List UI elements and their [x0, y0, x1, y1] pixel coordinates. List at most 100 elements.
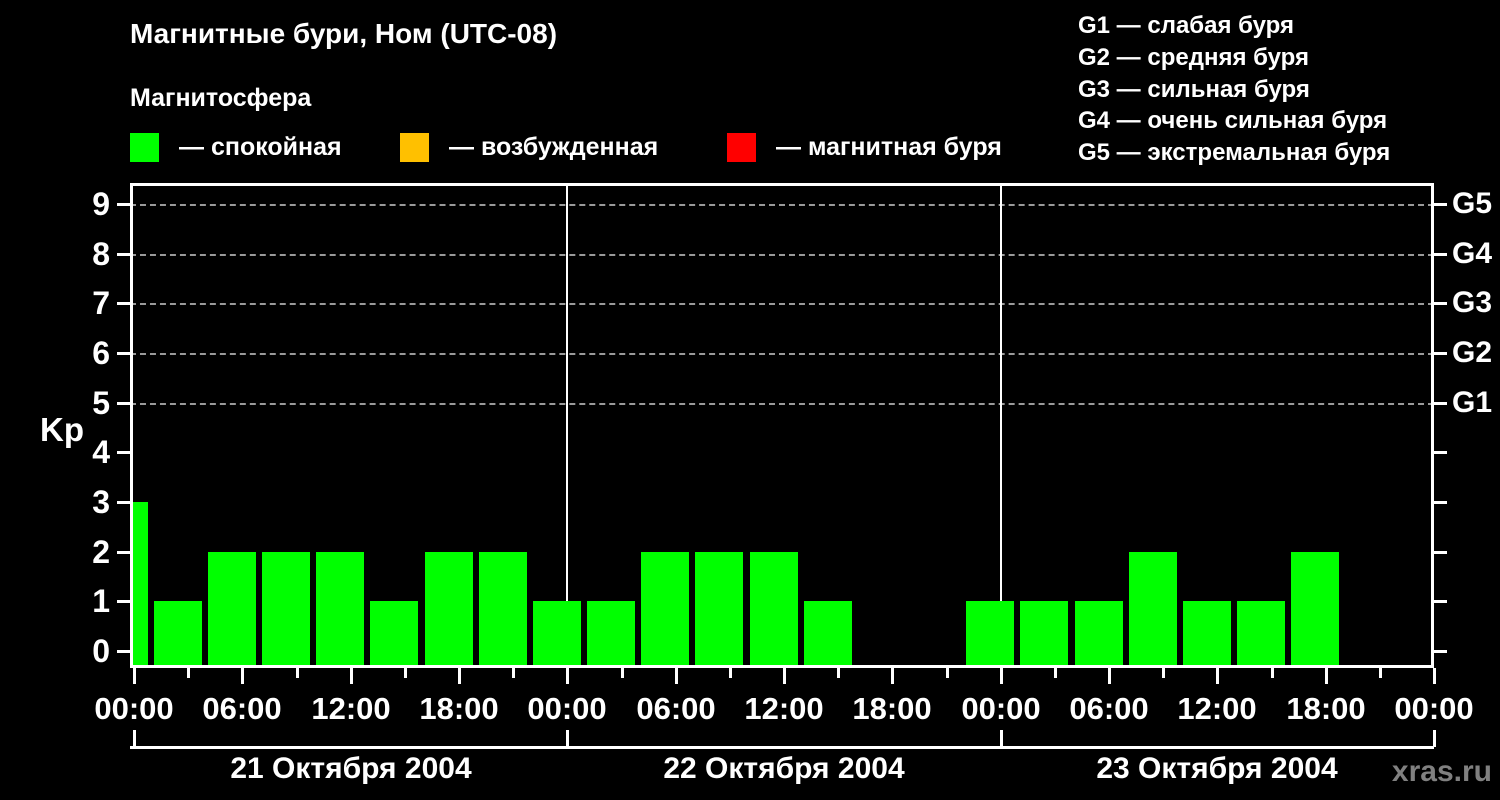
date-bracket-tick	[1433, 730, 1436, 747]
right-axis-tick	[1434, 302, 1447, 305]
x-axis-tick	[1000, 668, 1003, 684]
storm-scale-line: G2 — средняя буря	[1078, 43, 1309, 71]
right-axis-tick	[1434, 451, 1447, 454]
kp-bar	[1237, 601, 1285, 668]
date-bracket-line	[130, 746, 1434, 749]
kp-bar	[479, 552, 527, 668]
x-axis-time-label: 06:00	[636, 691, 716, 726]
x-axis-tick	[891, 668, 894, 684]
right-axis-tick	[1434, 551, 1447, 554]
y-axis-tick-label: 9	[92, 186, 110, 222]
legend-color-swatch	[727, 133, 756, 162]
y-axis-tick	[117, 600, 130, 603]
kp-bar	[1183, 601, 1231, 668]
x-axis-time-label: 12:00	[311, 691, 391, 726]
kp-bar	[425, 552, 473, 668]
kp-bar	[154, 601, 202, 668]
legend-item: — магнитная буря	[727, 133, 1002, 162]
x-axis-time-label: 00:00	[1394, 691, 1474, 726]
x-axis-tick	[1325, 668, 1328, 684]
x-axis-time-label: 00:00	[94, 691, 174, 726]
y-axis-tick-label: 5	[92, 385, 110, 421]
storm-scale-line: G4 — очень сильная буря	[1078, 107, 1388, 135]
x-axis-time-label: 06:00	[1069, 691, 1149, 726]
x-axis-tick	[458, 668, 461, 684]
magnetosphere-legend: — спокойная — возбужденная — магнитная бур…	[0, 133, 1100, 167]
y-axis-tick	[117, 650, 130, 653]
date-label: 23 Октября 2004	[1096, 752, 1338, 785]
x-axis-tick	[187, 668, 190, 678]
kp-bar	[130, 502, 148, 668]
x-axis-tick	[621, 668, 624, 678]
kp-bar	[587, 601, 635, 668]
x-axis-time-label: 00:00	[527, 691, 607, 726]
gridline	[130, 303, 1434, 305]
day-boundary-line	[566, 183, 568, 668]
plot-border	[130, 183, 1434, 668]
gridline	[130, 254, 1434, 256]
x-axis-time-label: 18:00	[419, 691, 499, 726]
x-axis-tick	[1162, 668, 1165, 678]
right-axis-tick	[1434, 253, 1447, 256]
legend-item-label: — магнитная буря	[776, 133, 1002, 161]
g-scale-label: G5	[1452, 187, 1493, 220]
kp-bar	[1291, 552, 1339, 668]
x-axis-tick	[1054, 668, 1057, 678]
legend-item-label: — возбужденная	[449, 133, 659, 161]
x-axis-time-label: 12:00	[1177, 691, 1257, 726]
x-axis-tick	[1271, 668, 1274, 678]
kp-bar	[208, 552, 256, 668]
y-axis-tick-label: 1	[92, 583, 110, 619]
right-axis-tick	[1434, 650, 1447, 653]
x-axis-time-label: 18:00	[852, 691, 932, 726]
x-axis-tick	[350, 668, 353, 684]
x-axis-tick	[783, 668, 786, 684]
x-axis-tick	[296, 668, 299, 678]
x-axis-tick	[837, 668, 840, 678]
legend-item-label: — спокойная	[179, 133, 342, 161]
x-axis-tick	[1379, 668, 1382, 678]
x-axis-tick	[512, 668, 515, 678]
watermark: xras.ru	[1391, 755, 1492, 788]
gridline	[130, 403, 1434, 405]
kp-bar	[262, 552, 310, 668]
y-axis-tick	[117, 551, 130, 554]
y-axis-tick	[117, 302, 130, 305]
g-scale-label: G4	[1452, 237, 1493, 270]
right-axis-tick	[1434, 203, 1447, 206]
legend-item: — спокойная	[130, 133, 342, 162]
y-axis-tick-label: 7	[92, 285, 110, 321]
y-axis-tick	[117, 253, 130, 256]
legend-color-swatch	[130, 133, 159, 162]
x-axis-tick	[675, 668, 678, 684]
date-bracket-tick	[566, 730, 569, 747]
storm-scale-line: G1 — слабая буря	[1078, 12, 1295, 39]
x-axis-tick	[1216, 668, 1219, 684]
date-bracket-tick	[1000, 730, 1003, 747]
x-axis-tick	[1108, 668, 1111, 684]
x-axis-tick	[566, 668, 569, 684]
kp-bar	[695, 552, 743, 668]
kp-bar	[1129, 552, 1177, 668]
g-scale-label: G3	[1452, 286, 1493, 319]
y-axis-tick	[117, 203, 130, 206]
x-axis-time-label: 12:00	[744, 691, 824, 726]
page-title: Магнитные бури, Ном (UTC-08)	[130, 18, 558, 49]
x-axis-tick	[946, 668, 949, 678]
x-axis-tick	[241, 668, 244, 684]
legend-color-swatch	[400, 133, 429, 162]
y-axis-tick-label: 2	[92, 534, 110, 570]
kp-bar	[750, 552, 798, 668]
gridline	[130, 204, 1434, 206]
y-axis-tick-label: 8	[92, 236, 110, 272]
magnetosphere-subtitle: Магнитосфера	[130, 84, 312, 112]
x-axis-tick	[404, 668, 407, 678]
right-axis-tick	[1434, 352, 1447, 355]
x-axis-time-label: 18:00	[1286, 691, 1366, 726]
y-axis-tick-label: 4	[92, 434, 110, 470]
y-axis-tick	[117, 501, 130, 504]
gridline	[130, 353, 1434, 355]
kp-bar	[804, 601, 852, 668]
y-axis-tick-label: 0	[92, 633, 110, 669]
